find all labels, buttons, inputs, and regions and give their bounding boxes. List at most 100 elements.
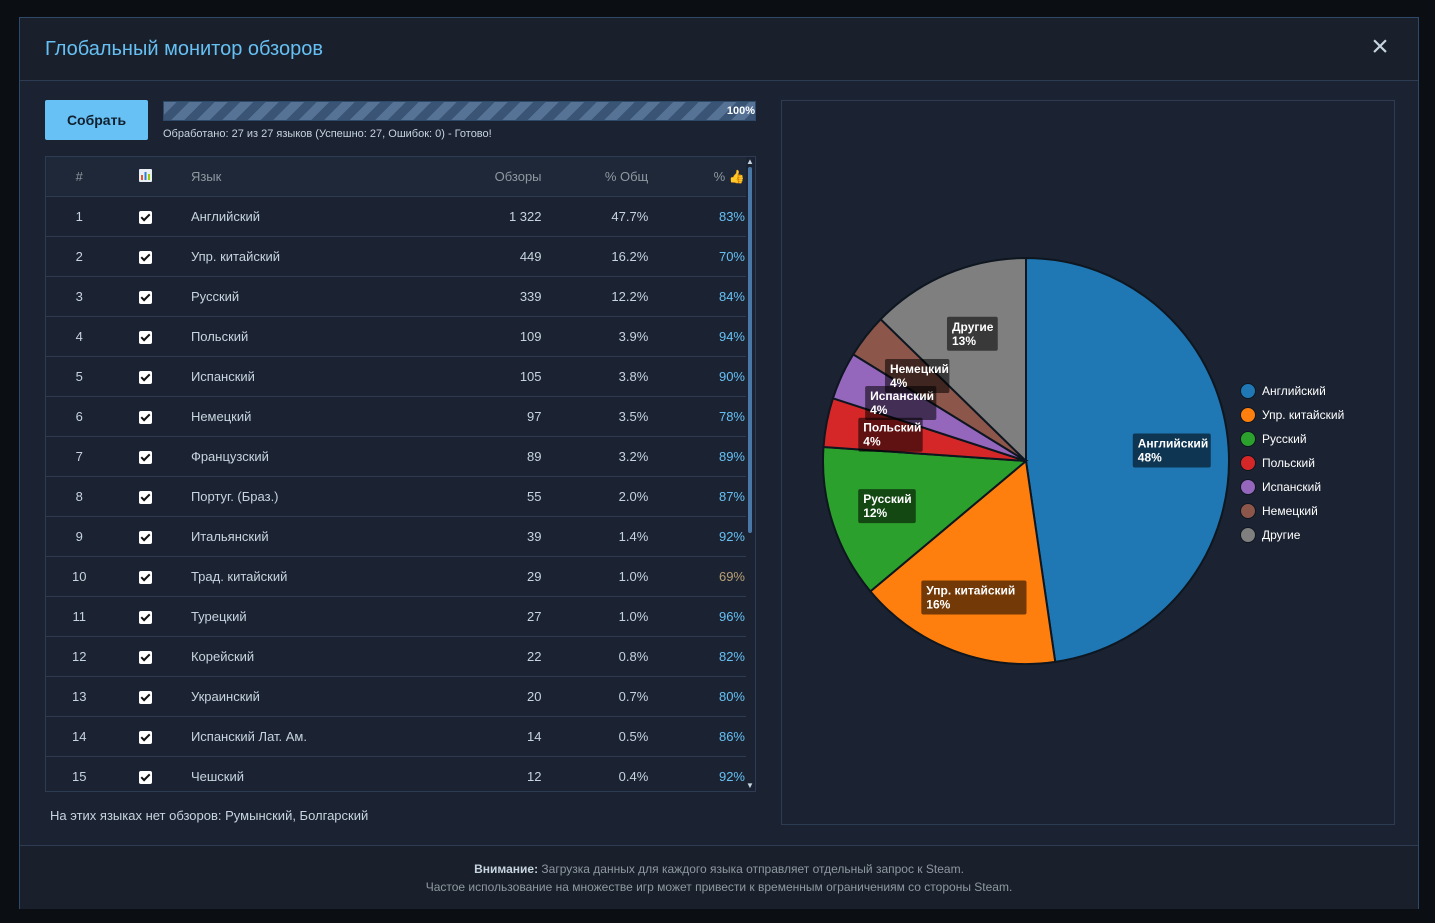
row-chart-checkbox[interactable] <box>112 716 179 757</box>
row-reviews: 12 <box>437 756 543 791</box>
checkbox-checked-icon[interactable] <box>139 531 153 545</box>
row-chart-checkbox[interactable] <box>112 276 179 317</box>
legend-item[interactable]: Другие <box>1240 523 1344 547</box>
row-pct-positive: 70% <box>649 236 746 277</box>
table-scrollbar[interactable]: ▲ ▼ <box>746 157 754 791</box>
pie-label-background <box>921 580 1027 615</box>
checkbox-checked-icon[interactable] <box>139 571 153 585</box>
header-lang[interactable]: Язык <box>178 157 438 197</box>
progress-bar: 100% <box>163 101 756 121</box>
checkbox-checked-icon[interactable] <box>139 691 153 705</box>
header-reviews[interactable]: Обзоры <box>437 157 543 197</box>
legend-item[interactable]: Русский <box>1240 427 1344 451</box>
pie-slice[interactable] <box>1025 256 1230 664</box>
row-chart-checkbox[interactable] <box>112 516 179 557</box>
table-row: 10 Трад. китайский 29 1.0% 69% <box>46 556 746 597</box>
checkbox-checked-icon[interactable] <box>139 291 153 305</box>
legend-label: Польский <box>1262 456 1315 470</box>
checkbox-checked-icon[interactable] <box>139 611 153 625</box>
row-pct-positive: 78% <box>649 396 746 437</box>
row-chart-checkbox[interactable] <box>112 316 179 357</box>
row-chart-checkbox[interactable] <box>112 476 179 517</box>
row-reviews: 55 <box>437 476 543 517</box>
row-reviews: 97 <box>437 396 543 437</box>
legend-item[interactable]: Немецкий <box>1240 499 1344 523</box>
table-row: 4 Польский 109 3.9% 94% <box>46 316 746 357</box>
legend-label: Испанский <box>1262 480 1322 494</box>
checkbox-checked-icon[interactable] <box>139 411 153 425</box>
checkbox-checked-icon[interactable] <box>139 451 153 465</box>
row-chart-checkbox[interactable] <box>112 236 179 277</box>
checkbox-checked-icon[interactable] <box>139 491 153 505</box>
header-num[interactable]: # <box>46 157 113 197</box>
header-pct-total[interactable]: % Общ <box>542 157 650 197</box>
row-language: Французский <box>178 436 438 477</box>
header-pct-positive[interactable]: % 👍 <box>649 157 746 197</box>
row-pct-positive: 90% <box>649 356 746 397</box>
row-chart-checkbox[interactable] <box>112 196 179 237</box>
row-language: Польский <box>178 316 438 357</box>
row-pct-positive: 80% <box>649 676 746 717</box>
legend-item[interactable]: Испанский <box>1240 475 1344 499</box>
review-monitor-modal: Глобальный монитор обзоров × Собрать 100… <box>19 17 1419 909</box>
row-chart-checkbox[interactable] <box>112 396 179 437</box>
checkbox-checked-icon[interactable] <box>139 371 153 385</box>
legend-swatch <box>1240 455 1256 471</box>
legend-label: Другие <box>1262 528 1301 542</box>
row-pct-total: 3.5% <box>542 396 650 437</box>
row-pct-total: 0.4% <box>542 756 650 791</box>
table-row: 15 Чешский 12 0.4% 92% <box>46 756 746 791</box>
pie-label-percent: 12% <box>863 506 887 520</box>
row-language: Турецкий <box>178 596 438 637</box>
checkbox-checked-icon[interactable] <box>139 771 153 785</box>
row-chart-checkbox[interactable] <box>112 676 179 717</box>
collect-button[interactable]: Собрать <box>45 100 148 140</box>
modal-header: Глобальный монитор обзоров × <box>20 18 1418 81</box>
legend-item[interactable]: Польский <box>1240 451 1344 475</box>
checkbox-checked-icon[interactable] <box>139 251 153 265</box>
row-num: 4 <box>46 316 113 357</box>
row-num: 11 <box>46 596 113 637</box>
row-chart-checkbox[interactable] <box>112 756 179 791</box>
row-chart-checkbox[interactable] <box>112 356 179 397</box>
checkbox-checked-icon[interactable] <box>139 331 153 345</box>
checkbox-checked-icon[interactable] <box>139 651 153 665</box>
header-chart[interactable] <box>112 157 179 197</box>
checkbox-checked-icon[interactable] <box>139 731 153 745</box>
table-row: 5 Испанский 105 3.8% 90% <box>46 356 746 397</box>
row-num: 5 <box>46 356 113 397</box>
scroll-down-icon[interactable]: ▼ <box>746 781 754 790</box>
pie-label-percent: 4% <box>890 376 908 390</box>
row-pct-positive: 94% <box>649 316 746 357</box>
chart-icon <box>139 168 153 182</box>
checkbox-checked-icon[interactable] <box>139 211 153 225</box>
progress-fill <box>164 102 755 120</box>
pie-slice[interactable] <box>822 445 1029 593</box>
row-pct-total: 1.0% <box>542 556 650 597</box>
legend-item[interactable]: Упр. китайский <box>1240 403 1344 427</box>
legend-label: Английский <box>1262 384 1326 398</box>
legend-item[interactable]: Английский <box>1240 379 1344 403</box>
close-icon[interactable]: × <box>1371 30 1389 63</box>
row-reviews: 105 <box>437 356 543 397</box>
row-chart-checkbox[interactable] <box>112 556 179 597</box>
legend-label: Упр. китайский <box>1262 408 1345 422</box>
row-pct-total: 3.8% <box>542 356 650 397</box>
row-reviews: 109 <box>437 316 543 357</box>
progress-percent: 100% <box>726 105 755 117</box>
pie-label-name: Английский <box>1138 436 1208 450</box>
table-row: 12 Корейский 22 0.8% 82% <box>46 636 746 677</box>
row-chart-checkbox[interactable] <box>112 436 179 477</box>
row-pct-total: 16.2% <box>542 236 650 277</box>
scroll-up-icon[interactable]: ▲ <box>746 157 754 166</box>
pie-slice[interactable] <box>879 256 1027 464</box>
pie-label-background <box>884 359 950 394</box>
row-chart-checkbox[interactable] <box>112 596 179 637</box>
row-pct-total: 12.2% <box>542 276 650 317</box>
legend-swatch <box>1240 503 1256 519</box>
row-chart-checkbox[interactable] <box>112 636 179 677</box>
row-pct-positive: 87% <box>649 476 746 517</box>
scroll-thumb[interactable] <box>748 167 752 533</box>
